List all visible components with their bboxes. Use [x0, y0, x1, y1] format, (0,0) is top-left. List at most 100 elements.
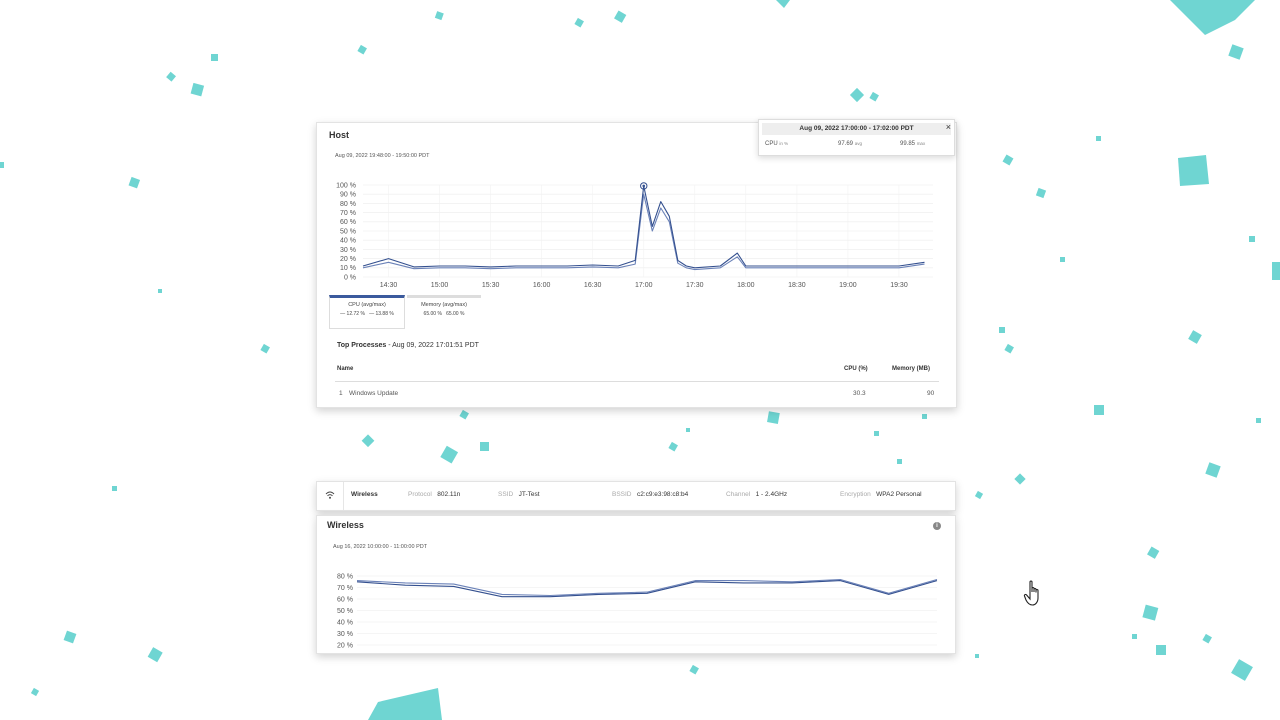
y-tick-label: 10 %	[340, 265, 356, 272]
x-tick-label: 19:00	[839, 282, 857, 289]
bssid-field: BSSID c2:c9:e3:98:c8:b4	[612, 491, 688, 498]
decor-shape	[689, 664, 699, 675]
wireless-chart[interactable]: 80 % 70 % 60 % 50 % 40 % 30 % 20 %	[317, 568, 955, 653]
tooltip-max-label: max	[916, 141, 926, 146]
series-line-signal-b	[356, 580, 938, 598]
decor-shape	[1094, 405, 1104, 415]
decor-shape	[922, 414, 927, 419]
decor-shape	[0, 162, 4, 168]
decor-shape	[480, 442, 489, 451]
tooltip-metric-name: CPU	[765, 141, 778, 147]
decor-shape	[849, 87, 865, 103]
wireless-time-range: Aug 16, 2022 10:00:00 - 11:00:00 PDT	[333, 544, 428, 550]
decor-shape	[1147, 546, 1160, 559]
bssid-value: c2:c9:e3:98:c8:b4	[636, 491, 689, 498]
decor-shape	[1002, 154, 1014, 166]
series-line-signal-a	[356, 578, 938, 597]
host-panel: Host Aug 09, 2022 19:48:00 - 19:50:00 PD…	[316, 122, 957, 408]
decor-shape	[1272, 262, 1280, 280]
y-tick-label: 50 %	[337, 608, 353, 615]
wireless-chart-y-axis: 80 % 70 % 60 % 50 % 40 % 30 % 20 %	[337, 573, 353, 649]
wireless-bar-label: Wireless	[351, 491, 378, 498]
decor-shape	[1178, 155, 1209, 186]
channel-label: Channel	[726, 491, 751, 498]
wireless-chart-series	[356, 578, 938, 598]
wireless-title: Wireless	[327, 520, 364, 530]
ssid-value: JT-Test	[518, 491, 540, 498]
table-divider	[335, 381, 939, 382]
tooltip-avg-value: 97.69	[838, 141, 854, 147]
decor-shape	[1170, 0, 1255, 35]
legend-memory-label: Memory (avg/max)	[421, 302, 467, 308]
decor-shape	[1188, 330, 1202, 344]
decor-shape	[574, 17, 584, 28]
row-cpu: 30.3	[853, 390, 866, 397]
host-title: Host	[329, 130, 349, 140]
ssid-field: SSID JT-Test	[498, 491, 540, 498]
y-tick-label: 60 %	[340, 219, 356, 226]
decor-shape	[361, 434, 375, 448]
tooltip-avg: 97.69 avg	[838, 141, 862, 147]
top-processes-timestamp: - Aug 09, 2022 17:01:51 PDT	[388, 342, 479, 349]
peak-marker-dot	[642, 184, 646, 188]
host-chart-y-axis: 100 % 90 % 80 % 70 % 60 % 50 % 40 % 30 % 20 % 10 …	[336, 182, 356, 281]
channel-field: Channel 1 - 2.4GHz	[726, 491, 787, 498]
host-chart-series	[362, 182, 925, 271]
wireless-info-bar: Wireless Protocol 802.11n SSID JT-Test B…	[316, 481, 956, 511]
x-tick-label: 16:30	[584, 282, 602, 289]
encryption-value: WPA2 Personal	[876, 491, 922, 498]
decor-shape	[1132, 634, 1137, 639]
wifi-icon	[325, 491, 335, 499]
decor-shape	[686, 428, 690, 432]
row-memory: 90	[927, 390, 935, 397]
decor-shape	[1004, 343, 1014, 354]
y-tick-label: 80 %	[337, 573, 353, 580]
x-tick-label: 18:30	[788, 282, 806, 289]
x-tick-label: 14:30	[380, 282, 398, 289]
decor-shape	[434, 11, 444, 21]
ssid-label: SSID	[498, 491, 514, 498]
decor-shape	[767, 411, 780, 424]
legend-memory-max: 65.00 %	[446, 311, 465, 317]
info-icon[interactable]: i	[933, 522, 941, 530]
decor-shape	[357, 44, 367, 55]
wireless-chart-grid	[357, 575, 937, 646]
legend-cpu-avg: — 12.72 %	[340, 311, 365, 317]
decor-shape	[1202, 633, 1212, 644]
decor-shape	[776, 0, 790, 8]
y-tick-label: 60 %	[337, 596, 353, 603]
chart-tooltip: Aug 09, 2022 17:00:00 - 17:02:00 PDT × C…	[758, 119, 955, 156]
col-header-cpu[interactable]: CPU (%)	[844, 366, 868, 372]
series-line-cpu-max	[362, 185, 925, 269]
close-icon[interactable]: ×	[945, 122, 951, 132]
x-tick-label: 15:30	[482, 282, 500, 289]
decor-shape	[999, 327, 1005, 333]
tooltip-header: Aug 09, 2022 17:00:00 - 17:02:00 PDT	[762, 123, 951, 135]
host-chart[interactable]: 100 % 90 % 80 % 70 % 60 % 50 % 40 % 30 % 20 % 10 …	[317, 173, 956, 291]
col-header-memory[interactable]: Memory (MB)	[892, 366, 931, 372]
col-header-name[interactable]: Name	[337, 366, 354, 372]
legend-tab-cpu[interactable]: CPU (avg/max) — 12.72 % — 13.88 %	[329, 295, 405, 329]
decor-shape	[874, 431, 879, 436]
decor-shape	[614, 10, 627, 23]
decor-shape	[30, 687, 40, 697]
y-tick-label: 40 %	[337, 619, 353, 626]
legend-memory-avg: 65.00 %	[423, 311, 442, 317]
protocol-field: Protocol 802.11n	[408, 491, 460, 498]
series-line-cpu-avg	[362, 193, 925, 271]
x-tick-label: 15:00	[431, 282, 449, 289]
y-tick-label: 30 %	[340, 247, 356, 254]
host-chart-grid	[363, 184, 933, 278]
legend-tab-memory[interactable]: Memory (avg/max) 65.00 % 65.00 %	[407, 295, 481, 328]
decor-shape	[440, 445, 459, 464]
decor-shape	[1014, 473, 1026, 485]
decor-shape	[1228, 44, 1244, 60]
x-tick-label: 19:30	[890, 282, 908, 289]
decor-shape	[869, 91, 879, 102]
top-processes-title: Top Processes	[337, 342, 387, 349]
decor-shape	[1249, 236, 1255, 242]
x-tick-label: 17:30	[686, 282, 704, 289]
tooltip-avg-label: avg	[854, 141, 862, 146]
y-tick-label: 70 %	[340, 210, 356, 217]
